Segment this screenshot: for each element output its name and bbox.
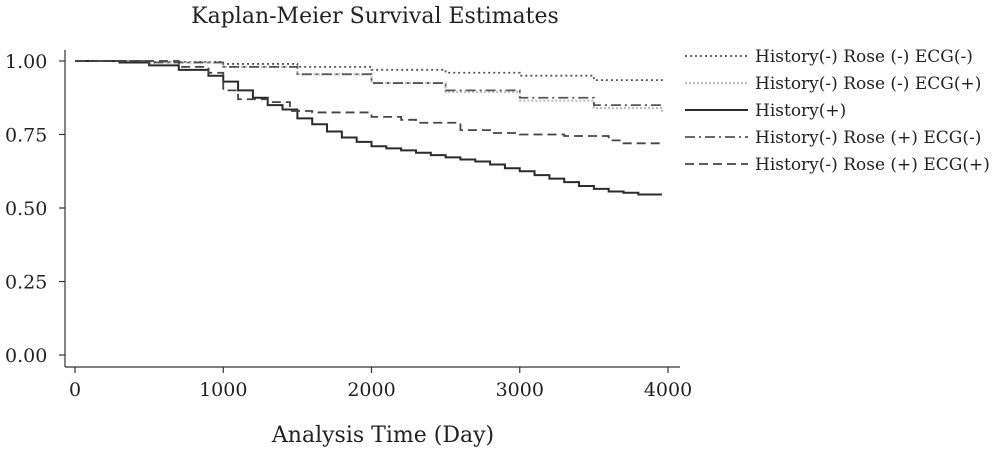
- y-tick-label: 0.75: [5, 125, 47, 147]
- y-tick-label: 0.00: [5, 345, 47, 367]
- x-tick-label: 2000: [347, 379, 395, 401]
- x-tick-label: 0: [69, 379, 81, 401]
- legend-label-4: History(-) Rose (+) ECG(-): [755, 128, 981, 148]
- ticks: 0 1000 2000 3000 4000 0.00 0.25 0.50 0.75 1.00: [5, 51, 692, 401]
- chart-title: Kaplan-Meier Survival Estimates: [191, 4, 559, 29]
- x-axis-label: Analysis Time (Day): [271, 423, 494, 448]
- series-line-2: [75, 59, 664, 113]
- x-tick-label: 1000: [199, 379, 247, 401]
- series-line-1: [75, 60, 663, 84]
- legend-label-1: History(-) Rose (-) ECG(-): [755, 47, 973, 67]
- x-tick-label: 3000: [496, 379, 544, 401]
- legend-label-5: History(-) Rose (+) ECG(+): [755, 155, 990, 175]
- x-tick-label: 4000: [644, 379, 692, 401]
- y-tick-label: 0.50: [5, 198, 47, 220]
- y-tick-label: 1.00: [5, 51, 47, 73]
- survival-curves: [75, 59, 664, 196]
- legend-label-3: History(+): [755, 101, 846, 121]
- y-tick-label: 0.25: [5, 272, 47, 294]
- series-line-3: [75, 60, 663, 196]
- series-line-5: [75, 60, 663, 145]
- series-line-4: [75, 60, 663, 109]
- legend: History(-) Rose (-) ECG(-) History(-) Ros…: [685, 47, 990, 175]
- legend-label-2: History(-) Rose (-) ECG(+): [755, 74, 981, 94]
